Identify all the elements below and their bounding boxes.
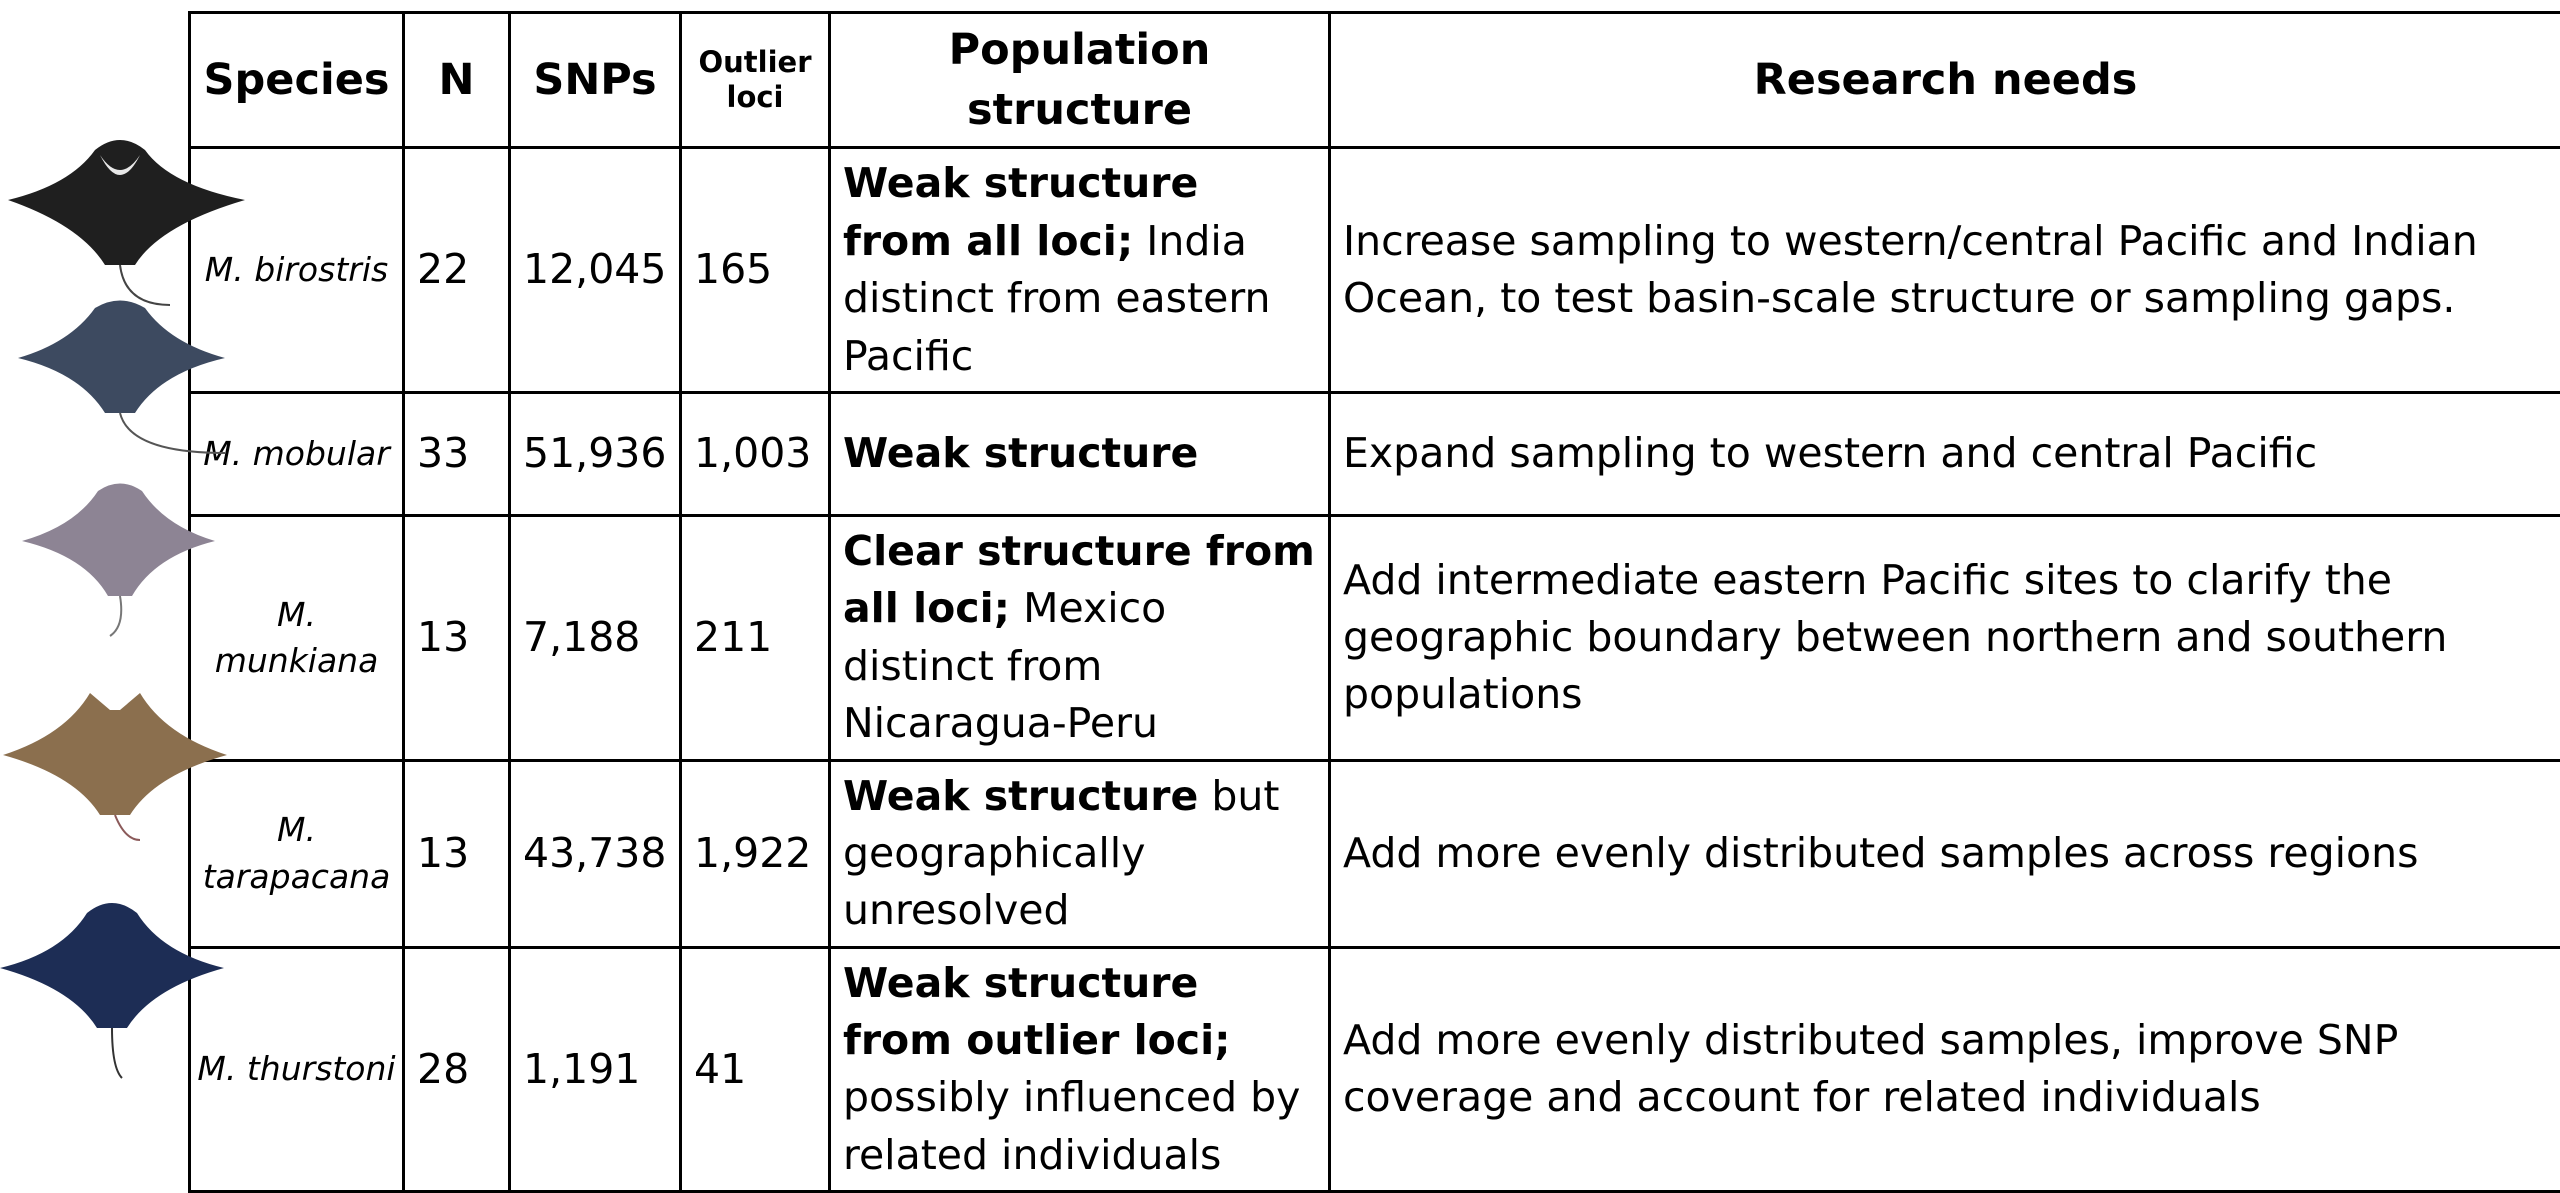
snps-cell: 1,191	[510, 947, 681, 1192]
n-cell: 28	[404, 947, 510, 1192]
header-cell: Outlier loci	[681, 13, 830, 148]
species-table: Species N SNPs Outlier loci Population s…	[188, 11, 2560, 1193]
header-cell: Population structure	[830, 13, 1330, 148]
n-cell: 33	[404, 392, 510, 515]
ray-munkiana	[22, 484, 215, 637]
population-structure-cell: Weak structure from all loci; India dist…	[830, 148, 1330, 393]
structure-summary: Weak structure	[843, 429, 1198, 477]
structure-summary: Weak structure	[843, 772, 1198, 820]
n-cell: 13	[404, 760, 510, 947]
species-cell: M. tarapacana	[190, 760, 404, 947]
species-cell: M. thurstoni	[190, 947, 404, 1192]
research-needs-cell: Expand sampling to western and central P…	[1330, 392, 2560, 515]
species-cell: M. birostris	[190, 148, 404, 393]
outlier-cell: 165	[681, 148, 830, 393]
outlier-cell: 1,003	[681, 392, 830, 515]
header-cell: N	[404, 13, 510, 148]
header-cell: Species	[190, 13, 404, 148]
n-cell: 22	[404, 148, 510, 393]
outlier-cell: 1,922	[681, 760, 830, 947]
population-structure-cell: Weak structure but geographically unreso…	[830, 760, 1330, 947]
population-structure-cell: Weak structure from outlier loci; possib…	[830, 947, 1330, 1192]
population-structure-cell: Clear structure from all loci; Mexico di…	[830, 515, 1330, 760]
snps-cell: 43,738	[510, 760, 681, 947]
header-cell: SNPs	[510, 13, 681, 148]
species-cell: M. munkiana	[190, 515, 404, 760]
snps-cell: 7,188	[510, 515, 681, 760]
page: Species N SNPs Outlier loci Population s…	[0, 0, 2560, 1088]
outlier-cell: 41	[681, 947, 830, 1192]
header-row: Species N SNPs Outlier loci Population s…	[190, 13, 2560, 148]
species-cell: M. mobular	[190, 392, 404, 515]
outlier-cell: 211	[681, 515, 830, 760]
structure-detail: possibly influenced by related individua…	[843, 1073, 1300, 1178]
research-needs-cell: Add more evenly distributed samples, imp…	[1330, 947, 2560, 1192]
snps-cell: 12,045	[510, 148, 681, 393]
n-cell: 13	[404, 515, 510, 760]
research-needs-cell: Add intermediate eastern Pacific sites t…	[1330, 515, 2560, 760]
structure-summary: Weak structure from outlier loci;	[843, 959, 1231, 1064]
research-needs-cell: Increase sampling to western/central Pac…	[1330, 148, 2560, 393]
snps-cell: 51,936	[510, 392, 681, 515]
population-structure-cell: Weak structure	[830, 392, 1330, 515]
research-needs-cell: Add more evenly distributed samples acro…	[1330, 760, 2560, 947]
header-cell: Research needs	[1330, 13, 2560, 148]
